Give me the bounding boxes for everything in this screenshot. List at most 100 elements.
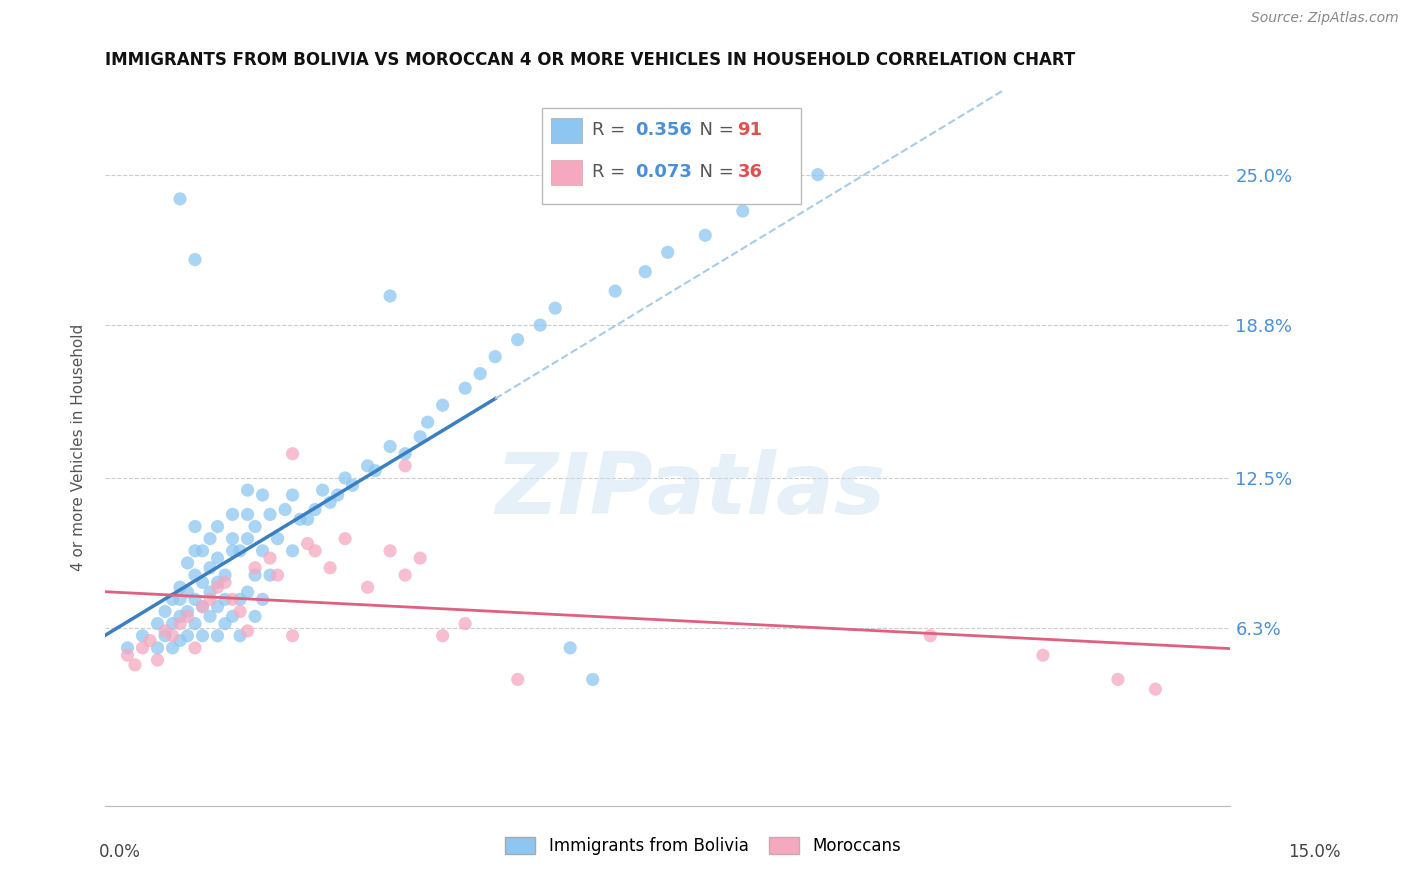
Point (243, 568, 266, 582)
Text: R =: R = (592, 163, 631, 181)
Point (184, 616, 207, 631)
Text: IMMIGRANTS FROM BOLIVIA VS MOROCCAN 4 OR MORE VEHICLES IN HOUSEHOLD CORRELATION : IMMIGRANTS FROM BOLIVIA VS MOROCCAN 4 OR… (105, 51, 1076, 69)
Point (198, 609, 221, 624)
Point (319, 561, 342, 575)
Bar (551, 119, 582, 144)
Point (319, 495, 342, 509)
Point (169, 633, 191, 648)
Point (432, 398, 454, 412)
Point (297, 536, 319, 550)
Text: N =: N = (688, 163, 740, 181)
Point (176, 585, 198, 599)
Point (634, 265, 657, 279)
Text: Source: ZipAtlas.com: Source: ZipAtlas.com (1251, 11, 1399, 25)
Point (236, 508, 259, 522)
Point (304, 543, 326, 558)
Point (333, 532, 356, 546)
Point (252, 543, 274, 558)
Point (117, 648, 139, 662)
Point (243, 609, 266, 624)
Text: ZIPatlas: ZIPatlas (495, 449, 886, 533)
Legend: Immigrants from Bolivia, Moroccans: Immigrants from Bolivia, Moroccans (499, 830, 907, 862)
Bar (551, 160, 582, 185)
Point (153, 629, 176, 643)
Point (229, 605, 252, 619)
Point (544, 301, 567, 315)
Point (124, 657, 146, 672)
Point (416, 415, 439, 429)
Point (394, 458, 416, 473)
Point (214, 592, 236, 607)
Point (162, 616, 184, 631)
Point (207, 551, 229, 566)
Point (184, 252, 207, 267)
Point (297, 512, 319, 526)
Point (252, 488, 274, 502)
Point (169, 192, 191, 206)
Point (432, 629, 454, 643)
Point (378, 289, 401, 303)
Point (560, 640, 582, 655)
Point (333, 471, 356, 485)
Text: 91: 91 (738, 121, 762, 139)
Point (288, 512, 311, 526)
Point (153, 624, 176, 638)
Point (378, 440, 401, 454)
Point (214, 616, 236, 631)
Point (394, 447, 416, 461)
Point (582, 673, 605, 687)
FancyBboxPatch shape (541, 108, 800, 204)
Point (364, 464, 387, 478)
Point (162, 629, 184, 643)
Y-axis label: 4 or more Vehicles in Household: 4 or more Vehicles in Household (72, 324, 86, 571)
Point (657, 245, 679, 260)
Point (1144, 682, 1167, 697)
Point (191, 575, 214, 590)
Point (131, 629, 153, 643)
Point (221, 609, 243, 624)
Point (236, 624, 259, 638)
Point (214, 568, 236, 582)
Text: 15.0%: 15.0% (1288, 843, 1341, 861)
Point (198, 561, 221, 575)
Point (506, 333, 529, 347)
Point (117, 640, 139, 655)
Point (191, 543, 214, 558)
Point (131, 640, 153, 655)
Point (229, 592, 252, 607)
Point (304, 502, 326, 516)
Point (221, 543, 243, 558)
Point (807, 168, 830, 182)
Point (169, 592, 191, 607)
Point (176, 629, 198, 643)
Point (214, 575, 236, 590)
Point (409, 551, 432, 566)
Point (378, 543, 401, 558)
Point (146, 616, 169, 631)
Point (470, 367, 492, 381)
Point (356, 458, 378, 473)
Point (529, 318, 551, 332)
Point (236, 585, 259, 599)
Point (394, 568, 416, 582)
Point (454, 616, 477, 631)
Text: 0.0%: 0.0% (98, 843, 141, 861)
Point (769, 187, 792, 202)
Point (184, 640, 207, 655)
Point (229, 629, 252, 643)
Point (281, 629, 304, 643)
Point (454, 381, 477, 395)
Point (311, 483, 333, 497)
Point (326, 488, 349, 502)
Point (281, 488, 304, 502)
Point (1107, 673, 1129, 687)
Point (243, 561, 266, 575)
Point (281, 447, 304, 461)
Point (221, 592, 243, 607)
Point (266, 532, 288, 546)
Point (342, 478, 364, 492)
Point (162, 592, 184, 607)
Point (266, 568, 288, 582)
Point (184, 592, 207, 607)
Point (169, 580, 191, 594)
